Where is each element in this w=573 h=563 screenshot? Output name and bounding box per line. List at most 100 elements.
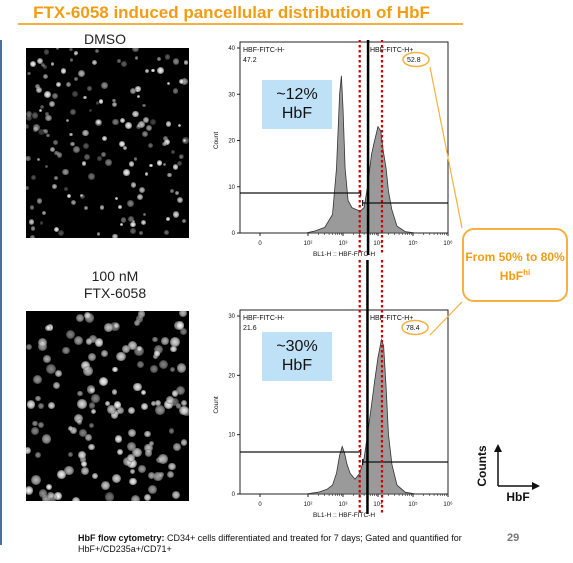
cell-blob <box>149 364 159 374</box>
cell-blob <box>44 164 49 169</box>
cell-blob <box>172 211 179 218</box>
cell-blob <box>142 103 146 108</box>
cell-blob <box>144 449 153 457</box>
cell-blob <box>179 327 187 335</box>
microscopy-image-dmso <box>26 48 189 238</box>
histogram-area <box>305 75 416 234</box>
cell-blob <box>127 428 137 438</box>
cell-blob <box>41 434 52 444</box>
cell-blob <box>111 101 117 107</box>
cell-blob <box>69 132 73 137</box>
cell-blob <box>33 124 40 132</box>
cell-blob <box>155 400 162 407</box>
cell-blob <box>34 84 40 90</box>
cell-blob <box>83 153 90 160</box>
cell-blob <box>28 219 35 225</box>
cell-blob <box>137 120 145 128</box>
cell-blob <box>130 228 136 234</box>
cell-blob <box>164 400 173 409</box>
cell-blob <box>87 352 96 361</box>
cell-blob <box>26 123 29 129</box>
callout-box: From 50% to 80% HbFhi <box>462 228 568 302</box>
cell-blob <box>123 169 130 176</box>
cell-blob <box>98 377 109 387</box>
cell-blob <box>127 453 136 462</box>
x-axis-label: BL1-H :: HBF-FITC-H <box>313 512 375 519</box>
cell-blob <box>30 235 35 238</box>
y-axis-label: Count <box>213 396 220 414</box>
cell-blob <box>153 344 164 355</box>
legend-y-label: Counts <box>475 445 489 487</box>
slide-title: FTX-6058 induced pancellular distributio… <box>33 3 430 22</box>
cell-blob <box>53 175 58 180</box>
cell-blob <box>121 61 128 68</box>
cell-blob <box>82 129 89 137</box>
cell-blob <box>65 82 71 87</box>
cell-blob <box>66 119 70 123</box>
condition-label-treated: 100 nM FTX-6058 <box>60 268 170 302</box>
hbf-percent: ~12% <box>276 86 318 103</box>
cell-blob <box>138 464 146 473</box>
cell-blob <box>144 443 153 453</box>
cell-blob <box>45 364 56 375</box>
cell-blob <box>183 60 189 65</box>
cell-blob <box>88 401 96 409</box>
cell-blob <box>118 205 123 209</box>
cell-blob <box>48 101 55 107</box>
cell-blob <box>74 77 79 82</box>
cell-blob <box>162 162 166 166</box>
cell-blob <box>95 101 100 106</box>
cell-blob <box>73 414 83 424</box>
cell-blob <box>46 133 50 138</box>
cell-blob <box>144 430 151 438</box>
cell-blob <box>39 221 44 226</box>
cell-blob <box>83 143 90 150</box>
y-tick-label: 30 <box>228 92 235 98</box>
cell-blob <box>52 184 57 189</box>
cell-blob <box>156 56 162 62</box>
cell-blob <box>167 470 175 478</box>
cell-blob <box>101 481 111 491</box>
cell-blob <box>52 381 61 389</box>
x-tick-label: 0 <box>258 502 262 508</box>
cell-blob <box>29 204 35 210</box>
cell-blob <box>131 219 136 223</box>
cell-blob <box>128 161 135 167</box>
cell-blob <box>43 129 49 134</box>
cell-blob <box>71 496 81 501</box>
cell-blob <box>36 86 43 93</box>
x-tick-label: 10² <box>304 241 313 247</box>
cell-blob <box>53 150 59 156</box>
cell-blob <box>111 389 117 395</box>
figure-caption: HbF flow cytometry: CD34+ cells differen… <box>78 533 478 555</box>
cell-blob <box>112 474 122 484</box>
cell-blob <box>36 157 40 162</box>
cell-blob <box>41 63 46 68</box>
x-axis-label: BL1-H :: HBF-FITC-H <box>313 251 375 258</box>
cell-blob <box>74 51 79 56</box>
cell-blob <box>175 321 184 330</box>
cell-blob <box>120 217 127 223</box>
cell-blob <box>144 68 149 73</box>
cell-blob <box>70 109 77 116</box>
cell-blob <box>182 218 187 223</box>
cell-blob <box>114 435 123 444</box>
gate-value: 21.6 <box>243 325 257 332</box>
y-tick-label: 10 <box>228 433 235 439</box>
cell-blob <box>151 401 157 407</box>
cell-blob <box>30 475 41 486</box>
cell-blob <box>48 401 55 409</box>
cell-blob <box>64 186 68 191</box>
cell-blob <box>170 337 181 347</box>
cell-blob <box>175 191 180 196</box>
cell-blob <box>151 68 156 73</box>
cell-blob <box>148 142 154 148</box>
cell-blob <box>85 433 92 441</box>
cell-blob <box>97 156 102 161</box>
cell-blob <box>81 161 86 166</box>
cell-blob <box>127 458 137 469</box>
cell-blob <box>177 123 181 127</box>
cell-blob <box>144 172 149 176</box>
